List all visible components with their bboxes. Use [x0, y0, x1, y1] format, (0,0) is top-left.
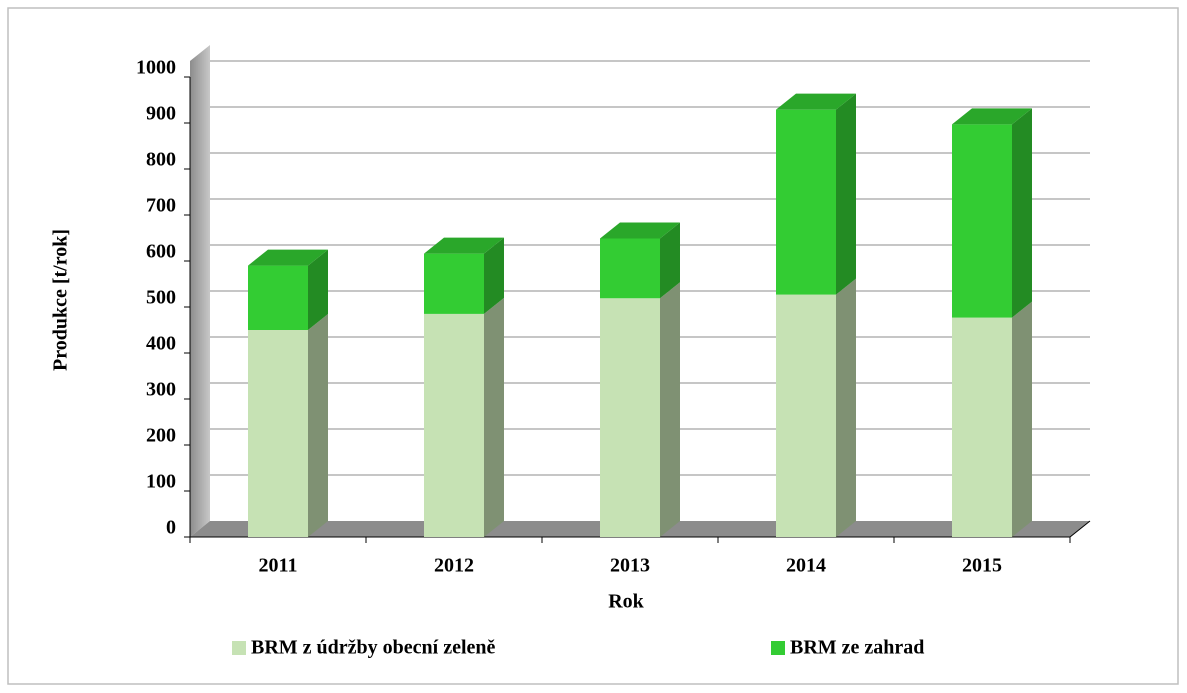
y-tick-label: 800: [146, 149, 176, 171]
bar-side: [836, 93, 856, 295]
bar-side: [1012, 301, 1032, 537]
bar-top: [776, 93, 856, 110]
bar-top: [600, 222, 680, 239]
bar-side: [1012, 108, 1032, 318]
legend-swatch: [232, 641, 246, 655]
x-tick-label: 2015: [962, 555, 1002, 577]
bar: [776, 294, 836, 537]
bar-side: [484, 297, 504, 537]
y-axis-title: Produkce [t/rok]: [50, 229, 72, 371]
y-tick-label: 200: [146, 425, 176, 447]
bar-top: [248, 249, 328, 266]
bar-side: [308, 314, 328, 537]
bar-top: [424, 237, 504, 254]
bar-side: [836, 278, 856, 537]
bar-side: [660, 282, 680, 537]
bar: [248, 265, 308, 330]
legend-swatch: [771, 641, 785, 655]
legend-label: BRM z údržby obecní zeleně: [251, 637, 496, 659]
x-tick-label: 2011: [259, 555, 298, 577]
side-wall: [190, 45, 210, 537]
bar: [600, 238, 660, 299]
x-tick-label: 2013: [610, 555, 650, 577]
bar: [248, 330, 308, 537]
legend-label: BRM ze zahrad: [790, 637, 924, 659]
bar: [952, 124, 1012, 318]
bar: [952, 317, 1012, 537]
y-tick-label: 500: [146, 287, 176, 309]
y-tick-label: 1000: [136, 57, 176, 79]
bar: [600, 298, 660, 537]
x-tick-label: 2014: [786, 555, 826, 577]
bar: [424, 313, 484, 537]
y-tick-label: 400: [146, 333, 176, 355]
y-tick-label: 100: [146, 471, 176, 493]
bar: [424, 253, 484, 314]
y-tick-label: 0: [166, 517, 176, 539]
bar-top: [952, 108, 1032, 125]
bar-side: [660, 222, 680, 299]
y-tick-label: 900: [146, 103, 176, 125]
x-axis-depth: [1069, 520, 1091, 538]
x-axis-title: Rok: [608, 591, 644, 613]
x-tick-label: 2012: [434, 555, 474, 577]
y-tick-label: 600: [146, 241, 176, 263]
bar-side: [308, 249, 328, 330]
bar: [776, 109, 836, 295]
y-tick-label: 700: [146, 195, 176, 217]
bar-side: [484, 237, 504, 314]
y-tick-label: 300: [146, 379, 176, 401]
